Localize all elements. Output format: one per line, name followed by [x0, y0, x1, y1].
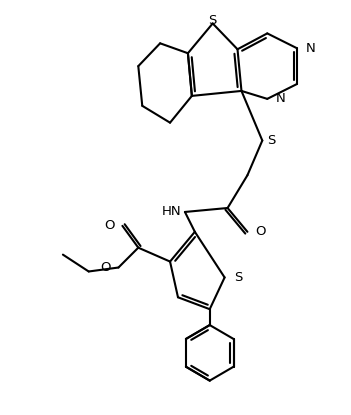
Text: O: O [104, 220, 114, 232]
Text: HN: HN [161, 205, 181, 218]
Text: S: S [267, 134, 276, 147]
Text: S: S [208, 14, 217, 27]
Text: N: N [276, 93, 286, 105]
Text: O: O [256, 225, 266, 238]
Text: O: O [100, 261, 111, 274]
Text: N: N [306, 42, 316, 55]
Text: S: S [234, 271, 243, 284]
